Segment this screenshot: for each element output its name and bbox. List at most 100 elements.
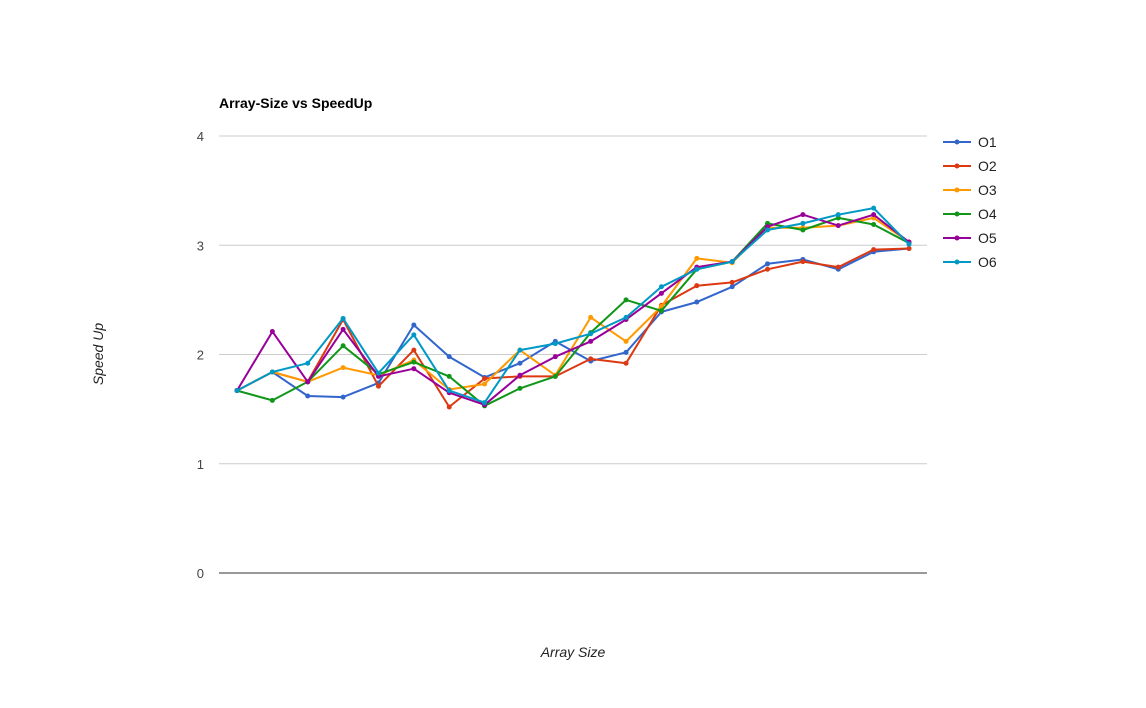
data-point [871,221,877,227]
y-tick-layer: 0 1 2 3 4 [197,129,204,581]
data-point [552,354,558,360]
data-point [517,347,523,353]
data-point [729,284,735,290]
data-point [375,383,381,389]
data-point [411,366,417,372]
data-point [234,388,240,394]
data-point [800,212,806,218]
data-point [623,349,629,355]
legend-swatch-marker [954,139,960,145]
data-point [482,400,488,406]
series-layer [234,205,912,410]
y-axis-label: Speed Up [90,323,106,385]
x-axis-label: Array Size [540,644,606,660]
data-point [588,314,594,320]
legend-label: O2 [978,158,997,174]
data-point [623,360,629,366]
data-point [482,381,488,387]
legend-label: O4 [978,206,997,222]
data-point [340,365,346,371]
data-point [446,388,452,394]
y-tick-label: 1 [197,457,204,472]
data-point [871,247,877,253]
data-point [835,212,841,218]
data-point [411,322,417,328]
data-point [729,259,735,265]
data-point [800,220,806,226]
data-point [305,379,311,385]
data-point [623,338,629,344]
data-point [835,264,841,270]
series-line [236,216,910,407]
data-point [623,297,629,303]
data-point [658,290,664,296]
data-point [517,385,523,391]
data-point [375,370,381,376]
series-o4 [234,215,912,409]
legend-swatch-marker [954,187,960,193]
data-point [446,354,452,360]
legend-swatch-marker [954,211,960,217]
data-point [411,359,417,365]
series-o3 [234,215,912,394]
data-point [694,255,700,261]
series-line [236,207,910,404]
data-point [269,397,275,403]
legend-label: O1 [978,134,997,150]
data-point [765,227,771,233]
data-point [694,266,700,272]
data-point [588,331,594,337]
data-point [305,360,311,366]
data-point [517,372,523,378]
data-point [694,283,700,289]
data-point [446,373,452,379]
legend-item-o2: O2 [943,158,997,174]
data-point [411,347,417,353]
legend-label: O5 [978,230,997,246]
series-o6 [234,205,912,406]
data-point [552,341,558,347]
data-point [729,279,735,285]
data-point [800,227,806,233]
data-point [269,329,275,335]
series-line [236,247,910,408]
legend-item-o6: O6 [943,254,997,270]
data-point [835,223,841,229]
legend-item-o1: O1 [943,134,997,150]
data-point [446,404,452,410]
legend-label: O6 [978,254,997,270]
data-point [552,373,558,379]
chart-title: Array-Size vs SpeedUp [219,95,372,111]
data-point [588,356,594,362]
data-point [906,246,912,252]
data-point [658,308,664,314]
series-line [236,216,910,392]
data-point [305,393,311,399]
data-point [411,332,417,338]
data-point [765,261,771,267]
y-tick-label: 0 [197,566,204,581]
series-line [236,247,910,399]
legend-item-o4: O4 [943,206,997,222]
data-point [871,212,877,218]
data-point [658,284,664,290]
series-o1 [234,246,912,400]
series-line [236,213,910,406]
y-tick-label: 2 [197,348,204,363]
data-point [588,338,594,344]
data-point [482,376,488,382]
data-point [340,326,346,332]
y-tick-label: 4 [197,129,204,144]
data-point [623,314,629,320]
y-tick-label: 3 [197,238,204,253]
legend-item-o3: O3 [943,182,997,198]
data-point [340,315,346,321]
data-point [517,360,523,366]
legend-swatch-marker [954,259,960,265]
legend-label: O3 [978,182,997,198]
data-point [658,303,664,309]
data-point [906,241,912,247]
data-point [340,343,346,349]
legend-item-o5: O5 [943,230,997,246]
